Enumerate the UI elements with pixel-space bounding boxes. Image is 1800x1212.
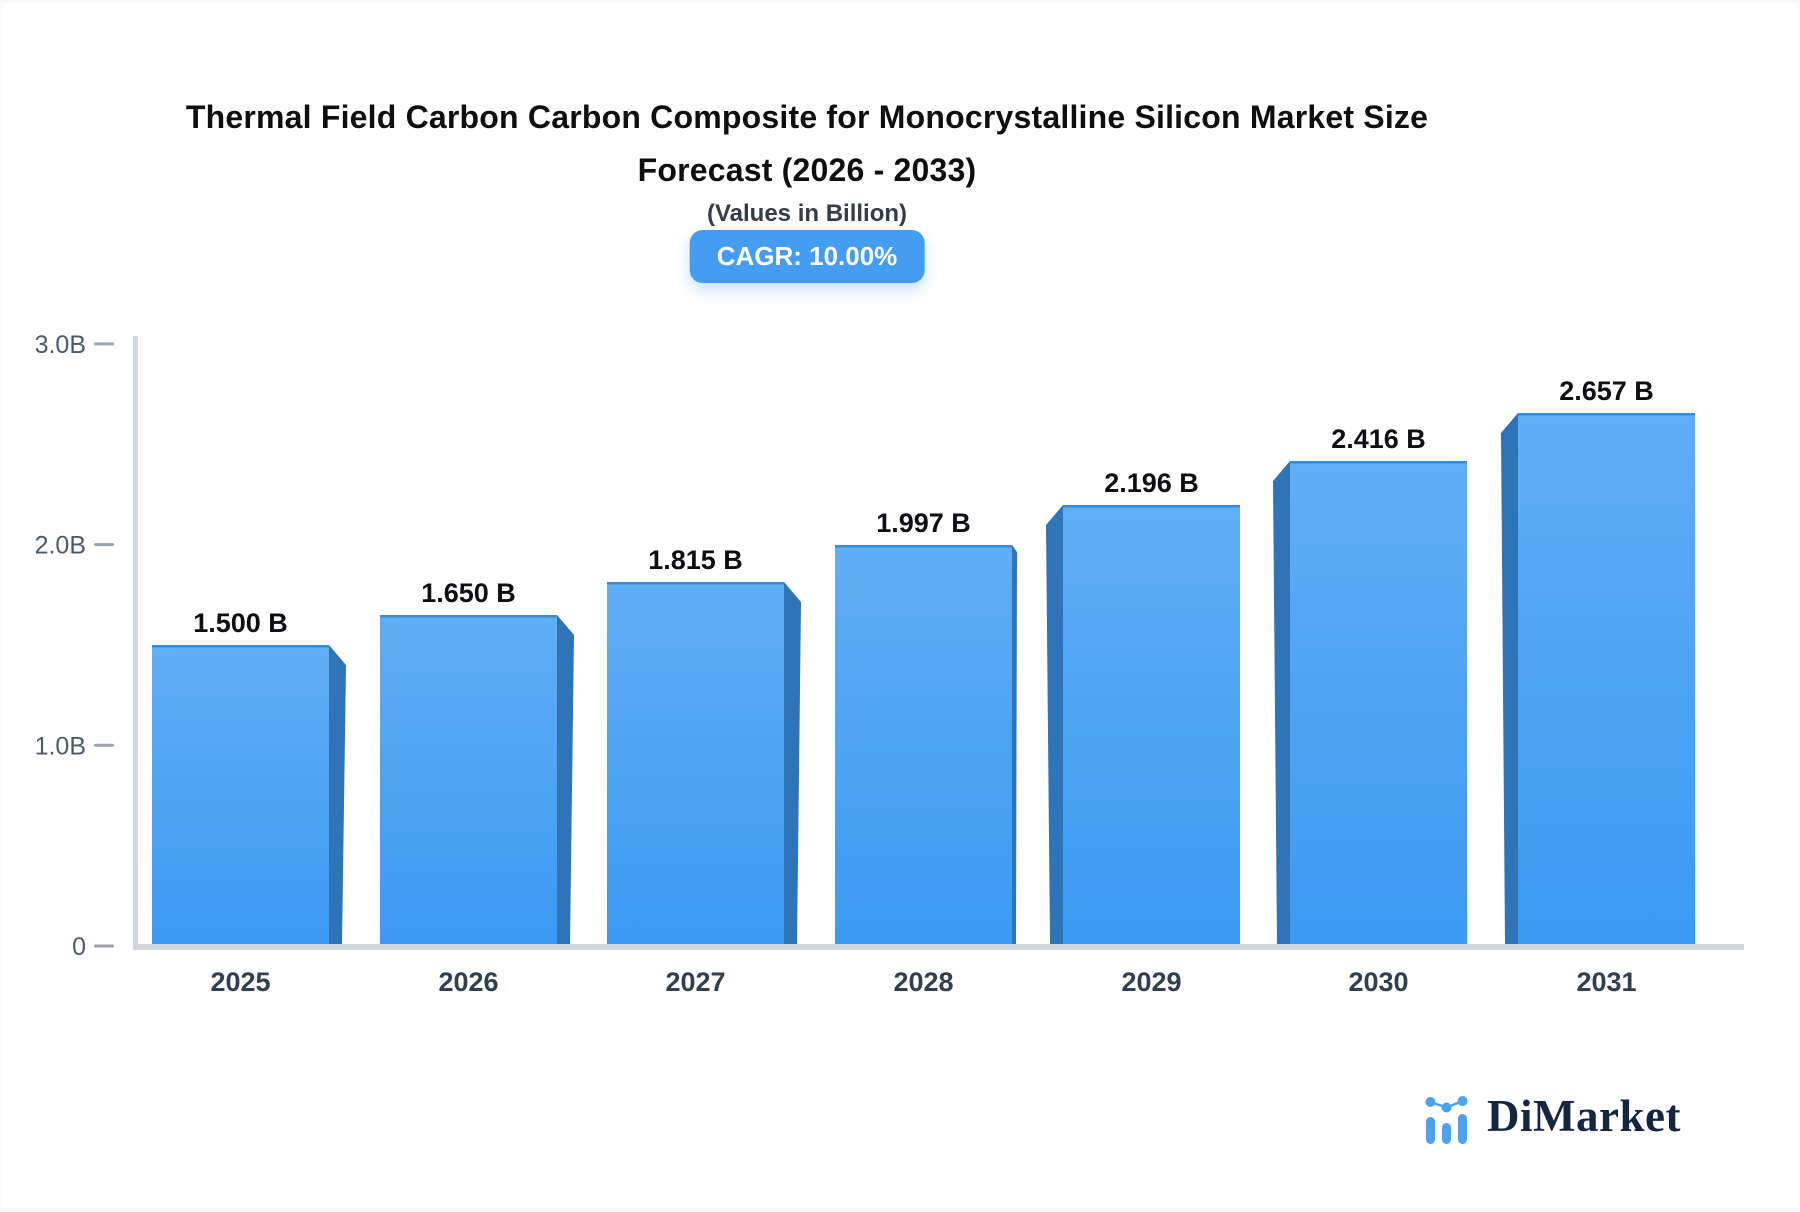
y-axis-tick-label: 1.0B [35, 732, 86, 760]
bar-top-edge [1518, 413, 1695, 416]
bar-face [607, 582, 784, 944]
bar-top-edge [835, 545, 1012, 548]
bar-face [1518, 413, 1695, 944]
bar-2030[interactable]: 2.416 B 2030 [1273, 424, 1467, 997]
bar-face [835, 545, 1012, 944]
bar-side-face [557, 615, 574, 944]
cagr-badge: CAGR: 10.00% [689, 230, 925, 283]
bar-top-edge [1063, 505, 1240, 508]
bar-face [380, 615, 557, 944]
bar-value-label: 2.657 B [1559, 376, 1654, 406]
bar-value-label: 2.416 B [1331, 424, 1426, 454]
y-axis-tick-mark [94, 944, 114, 948]
bar-value-label: 2.196 B [1104, 468, 1199, 498]
x-axis-label: 2026 [438, 967, 498, 997]
x-axis-label: 2031 [1576, 967, 1636, 997]
x-axis-label: 2027 [665, 967, 725, 997]
bar-value-label: 1.815 B [648, 545, 743, 575]
y-axis-tick-label: 3.0B [35, 331, 86, 359]
bar-top-edge [1290, 461, 1467, 464]
bar-top-edge [607, 582, 784, 585]
market-size-bar-chart: 0 1.0B 2.0B 3.0B 1.500 B 2025 1.650 B 2026 1.815… [35, 331, 1744, 997]
chart-title-line-2: Forecast (2026 - 2033) [637, 152, 977, 188]
bar-2025[interactable]: 1.500 B 2025 [152, 608, 346, 997]
y-axis-line [133, 335, 138, 950]
bar-side-face [1273, 461, 1290, 944]
bar-side-face [1012, 545, 1017, 944]
bar-value-label: 1.500 B [193, 608, 288, 638]
x-axis-label: 2025 [210, 967, 270, 997]
bar-side-face [329, 645, 346, 944]
bar-value-label: 1.650 B [421, 578, 516, 608]
y-axis-tick-mark [94, 743, 114, 747]
bar-2027[interactable]: 1.815 B 2027 [607, 545, 801, 997]
logo-text: DiMarket [1487, 1091, 1681, 1141]
bar-2026[interactable]: 1.650 B 2026 [380, 578, 574, 997]
bar-side-face [1046, 505, 1063, 944]
bar-2028[interactable]: 1.997 B 2028 [835, 508, 1017, 997]
bar-face [1290, 461, 1467, 944]
x-axis-line [133, 944, 1744, 950]
y-axis-tick-mark [94, 543, 114, 547]
y-axis-tick-label: 0 [72, 933, 86, 961]
bar-top-edge [380, 615, 557, 618]
bar-value-label: 1.997 B [876, 508, 971, 538]
x-axis-label: 2030 [1348, 967, 1408, 997]
bar-face [1063, 505, 1240, 944]
bar-2031[interactable]: 2.657 B 2031 [1501, 376, 1695, 997]
y-axis-tick-label: 2.0B [35, 532, 86, 560]
x-axis-label: 2028 [893, 967, 953, 997]
bar-face [152, 645, 329, 944]
bar-top-edge [152, 645, 329, 648]
chart-title-line-1: Thermal Field Carbon Carbon Composite fo… [185, 99, 1429, 135]
bar-2029[interactable]: 2.196 B 2029 [1046, 468, 1240, 997]
bar-side-face [1501, 413, 1518, 944]
bar-side-face [784, 582, 801, 944]
bar-chart-icon [1425, 1096, 1468, 1144]
y-axis-tick-mark [94, 342, 114, 346]
x-axis-label: 2029 [1121, 967, 1181, 997]
chart-subtitle: (Values in Billion) [706, 200, 908, 227]
dimarket-logo: DiMarket [1424, 1087, 1681, 1145]
